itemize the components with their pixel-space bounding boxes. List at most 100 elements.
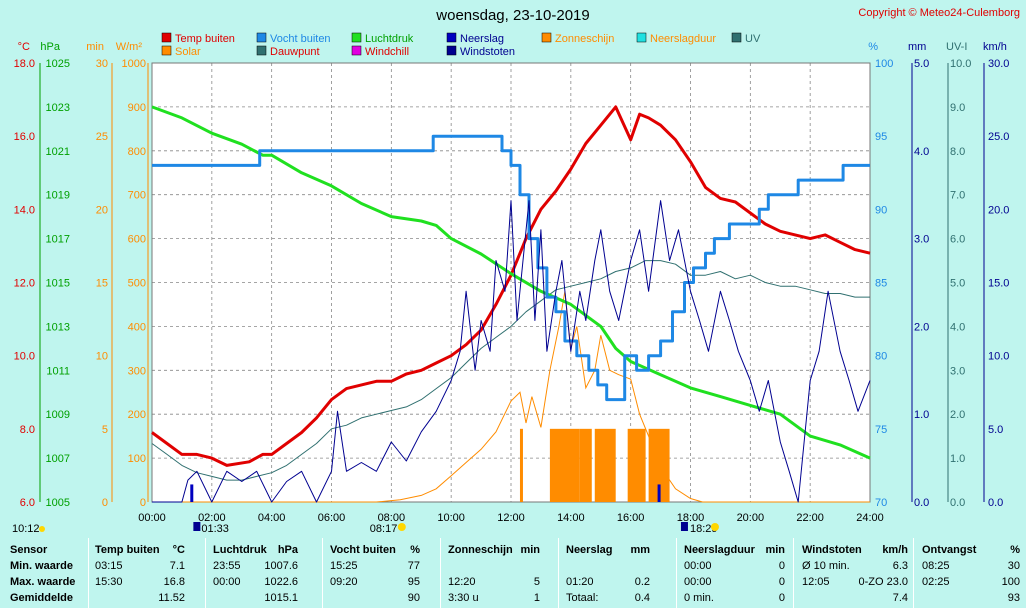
legend-label: Luchtdruk: [365, 33, 414, 45]
legend-swatch: [256, 32, 267, 43]
table-cell: 30: [1007, 560, 1020, 572]
table-cell: 95: [407, 576, 420, 588]
legend-swatch: [256, 45, 267, 56]
legend-label: Neerslagduur: [650, 33, 716, 45]
wind-axis-tick: 25.0: [988, 131, 1009, 143]
legend-swatch: [161, 45, 172, 56]
legend-swatch: [351, 45, 362, 56]
pressure-unit: hPa: [40, 41, 60, 53]
x-tick: 16:00: [617, 512, 645, 524]
minutes-axis-tick: 25: [96, 131, 108, 143]
table-cell: 1015.1: [264, 592, 298, 604]
table-cell: 7.4: [892, 592, 908, 604]
legend-label: Windchill: [365, 46, 409, 58]
table-cell: 0: [778, 560, 785, 572]
minutes-axis-tick: 30: [96, 58, 108, 70]
legend-label: Windstoten: [460, 46, 515, 58]
humidity-axis-tick: 70: [875, 497, 887, 509]
table-cell: min: [765, 544, 785, 556]
table-separator: [793, 538, 794, 608]
humidity-axis-tick: 90: [875, 204, 887, 216]
legend-label: Vocht buiten: [270, 33, 331, 45]
series-line-vocht-buiten: [152, 134, 870, 402]
legend-swatch: [731, 32, 742, 43]
table-cell: Sensor: [10, 544, 48, 556]
table-cell: 15:30: [95, 576, 123, 588]
legend-label: Solar: [175, 46, 201, 58]
table-separator: [440, 538, 441, 608]
table-cell: 09:20: [330, 576, 358, 588]
sunshine-bar: [594, 428, 616, 502]
uv-axis-tick: 2.0: [950, 409, 965, 421]
uv-axis-tick: 9.0: [950, 102, 965, 114]
legend-swatch: [636, 32, 647, 43]
wind-axis-tick: 15.0: [988, 278, 1009, 290]
uv-axis-tick: 3.0: [950, 365, 965, 377]
temp-axis-tick: 6.0: [20, 497, 35, 509]
table-cell: 77: [407, 560, 420, 572]
solar-axis-tick: 600: [128, 234, 146, 246]
x-tick: 06:00: [318, 512, 346, 524]
wind-unit: km/h: [983, 41, 1007, 53]
temp-axis-tick: 8.0: [20, 424, 35, 436]
minutes-axis-tick: 0: [102, 497, 108, 509]
pressure-axis-tick: 1017: [46, 234, 70, 246]
rain-axis-tick: 5.0: [914, 58, 929, 70]
solar-axis-tick: 1000: [122, 58, 146, 70]
table-cell: %: [1010, 544, 1020, 556]
table-cell: 16.8: [163, 576, 185, 588]
table-cell: 01:20: [566, 576, 594, 588]
uv-axis-tick: 5.0: [950, 278, 965, 290]
wind-axis-tick: 10.0: [988, 351, 1009, 363]
pressure-axis-tick: 1025: [46, 58, 70, 70]
table-cell: 11.52: [158, 592, 185, 604]
humidity-axis-tick: 85: [875, 278, 887, 290]
sunshine-bar: [519, 428, 523, 502]
table-separator: [913, 538, 914, 608]
uv-axis-tick: 8.0: [950, 146, 965, 158]
legend-swatch: [161, 32, 172, 43]
table-cell: 0.2: [634, 576, 650, 588]
table-cell: km/h: [882, 544, 908, 556]
table-cell: Neerslag: [566, 544, 613, 556]
copyright: Copyright © Meteo24-Culemborg: [858, 7, 1020, 19]
table-cell: 23:55: [213, 560, 241, 572]
solar-axis-tick: 500: [128, 278, 146, 290]
table-cell: Zonneschijn: [448, 544, 513, 556]
moonrise-icon: [193, 522, 201, 531]
summary-table: Sensor Temp buiten °C Luchtdruk hPa Vocht bui…: [0, 538, 1026, 608]
x-tick: 24:00: [856, 512, 884, 524]
sunset-label: 18:29: [690, 523, 718, 535]
rain-unit: mm: [908, 41, 926, 53]
table-cell: °C: [172, 544, 185, 556]
table-cell: Gemiddelde: [10, 592, 73, 604]
table-cell: Ø 10 min.: [802, 560, 850, 572]
humidity-axis-tick: 100: [875, 58, 893, 70]
moonset-label: 10:12: [12, 523, 40, 535]
chart-title: woensdag, 23-10-2019: [435, 7, 589, 24]
legend-label: Temp buiten: [175, 33, 235, 45]
rain-axis-tick: 1.0: [914, 409, 929, 421]
table-cell: 0: [778, 576, 785, 588]
table-separator: [676, 538, 677, 608]
table-cell: 7.1: [169, 560, 185, 572]
minutes-axis-tick: 10: [96, 351, 108, 363]
minutes-axis-tick: 15: [96, 278, 108, 290]
table-cell: 0: [778, 592, 785, 604]
legend-label: Zonneschijn: [555, 33, 614, 45]
legend-swatch: [446, 45, 457, 56]
solar-axis-tick: 200: [128, 409, 146, 421]
sunrise-icon: [397, 523, 406, 531]
wind-axis-tick: 20.0: [988, 204, 1009, 216]
rain-bar: [657, 484, 661, 502]
table-row: Min. waarde 03:15 7.1 23:55 1007.6 15:25 77 00:…: [0, 560, 1026, 576]
table-cell: Max. waarde: [10, 576, 76, 588]
moonrise-label: 01:33: [201, 523, 229, 535]
pressure-axis-tick: 1015: [46, 278, 70, 290]
uv-axis-tick: 1.0: [950, 453, 965, 465]
rain-bar: [190, 484, 194, 502]
table-cell: 02:25: [922, 576, 950, 588]
humidity-axis-tick: 75: [875, 424, 887, 436]
x-tick: 22:00: [796, 512, 824, 524]
temp-axis-tick: 10.0: [14, 351, 35, 363]
